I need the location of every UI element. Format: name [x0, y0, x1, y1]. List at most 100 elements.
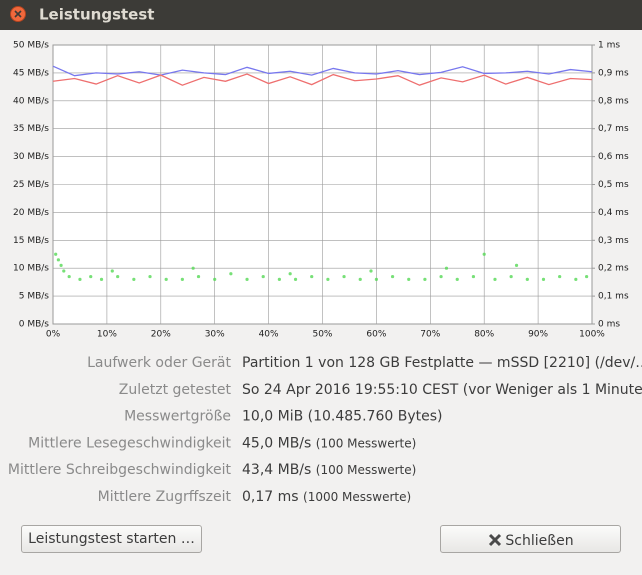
info-label: Laufwerk oder Gerät: [87, 355, 231, 371]
x-tick-label: 50%: [312, 330, 332, 340]
access-time-point: [574, 277, 578, 281]
x-tick-label: 0%: [46, 330, 61, 340]
start-button[interactable]: Leistungstest starten …: [21, 525, 202, 553]
access-time-point: [509, 274, 513, 279]
y2-tick-label: 0,9 ms: [598, 68, 629, 78]
y-tick-label: 45 MB/s: [13, 68, 49, 78]
y-tick-label: 5 MB/s: [19, 292, 50, 302]
access-time-point: [59, 263, 63, 268]
info-label: Mittlere Zugrffszeit: [98, 489, 232, 505]
access-time-point: [293, 277, 298, 281]
info-value-row: 43,4 MB/s (100 Messwerte): [242, 462, 416, 478]
access-time-point: [99, 277, 104, 281]
info-value: 45,0 MB/s: [242, 435, 311, 451]
x-tick-label: 70%: [420, 330, 440, 340]
access-time-point: [288, 272, 292, 276]
y2-tick-label: 0,1 ms: [598, 292, 629, 302]
access-time-point: [374, 277, 378, 281]
title-bar: [0, 0, 642, 30]
y-tick-label: 15 MB/s: [13, 236, 49, 246]
x-tick-label: 60%: [366, 330, 386, 340]
access-time-point: [585, 274, 589, 279]
y2-tick-label: 1 ms: [598, 41, 620, 51]
info-note: (1000 Messwerte): [303, 490, 411, 504]
access-time-point: [444, 266, 449, 270]
y-tick-label: 30 MB/s: [13, 152, 49, 162]
close-button[interactable]: Schließen: [440, 525, 621, 553]
info-value-row: 45,0 MB/s (100 Messwerte): [242, 435, 416, 451]
access-time-point: [369, 269, 373, 273]
info-label: Zuletzt getestet: [119, 382, 232, 398]
access-time-point: [164, 277, 168, 281]
access-time-point: [493, 277, 497, 281]
info-label: Mittlere Schreibgeschwindigkeit: [8, 462, 232, 478]
access-time-point: [229, 272, 233, 276]
access-time-point: [439, 274, 443, 279]
y-tick-label: 20 MB/s: [13, 208, 49, 218]
access-time-point: [54, 252, 58, 256]
info-value: So 24 Apr 2016 19:55:10 CEST (vor Wenige…: [242, 382, 642, 398]
access-time-point: [132, 277, 136, 281]
access-time-point: [261, 274, 265, 279]
info-value-row: 10,0 MiB (10.485.760 Bytes): [242, 409, 442, 425]
x-tick-label: 90%: [528, 330, 548, 340]
access-time-point: [196, 274, 201, 279]
info-value: 0,17 ms: [242, 489, 299, 505]
x-tick-label: 80%: [474, 330, 494, 340]
series-line: [52, 65, 593, 77]
y-tick-label: 40 MB/s: [13, 96, 49, 106]
access-time-point: [342, 274, 346, 279]
info-label: Messwertgröße: [124, 409, 231, 425]
access-time-point: [326, 277, 330, 281]
info-value-row: So 24 Apr 2016 19:55:10 CEST (vor Wenige…: [242, 382, 642, 398]
series-line: [52, 73, 593, 86]
access-time-point: [407, 277, 411, 281]
info-value-row: 0,17 ms (1000 Messwerte): [242, 489, 411, 505]
access-time-point: [56, 258, 60, 262]
y2-tick-label: 0,8 ms: [598, 96, 629, 106]
access-time-point: [78, 277, 82, 281]
access-time-point: [482, 252, 486, 256]
access-time-point: [148, 274, 152, 279]
info-label: Mittlere Lesegeschwindigkeit: [28, 435, 231, 451]
access-time-point: [390, 274, 395, 279]
access-time-point: [310, 274, 314, 279]
y2-tick-label: 0,3 ms: [598, 236, 629, 246]
access-time-point: [514, 263, 519, 268]
access-time-point: [455, 277, 459, 281]
access-time-point: [471, 274, 476, 279]
access-time-point: [62, 269, 66, 273]
y2-tick-label: 0,6 ms: [598, 152, 629, 162]
access-time-point: [191, 266, 195, 270]
x-tick-label: 30%: [205, 330, 225, 340]
x-tick-label: 10%: [97, 330, 117, 340]
access-time-point: [89, 274, 93, 279]
window-title: Leistungstest: [39, 6, 154, 24]
y2-tick-label: 0,4 ms: [598, 208, 629, 218]
y-tick-label: 25 MB/s: [13, 180, 49, 190]
access-time-point: [358, 277, 362, 281]
access-time-point: [180, 277, 184, 281]
x-tick-label: 100%: [579, 330, 605, 340]
access-time-point: [541, 277, 546, 281]
y2-tick-label: 0,2 ms: [598, 264, 629, 274]
access-time-point: [525, 277, 529, 281]
info-value-row: Partition 1 von 128 GB Festplatte — mSSD…: [242, 355, 642, 371]
access-time-point: [423, 277, 427, 281]
y2-tick-label: 0,5 ms: [598, 180, 629, 190]
close-label: Schließen: [505, 533, 574, 549]
y-tick-label: 0 MB/s: [19, 320, 50, 330]
y-tick-label: 50 MB/s: [13, 41, 49, 51]
access-time-point: [67, 274, 71, 279]
info-value: 43,4 MB/s: [242, 462, 311, 478]
close-icon: [489, 533, 502, 547]
x-tick-label: 20%: [151, 330, 171, 340]
access-time-point: [116, 274, 120, 279]
access-time-point: [277, 277, 281, 281]
y2-tick-label: 0 ms: [598, 320, 620, 330]
close-window-icon: [14, 10, 22, 18]
y-tick-label: 10 MB/s: [13, 264, 49, 274]
access-time-point: [213, 277, 217, 281]
